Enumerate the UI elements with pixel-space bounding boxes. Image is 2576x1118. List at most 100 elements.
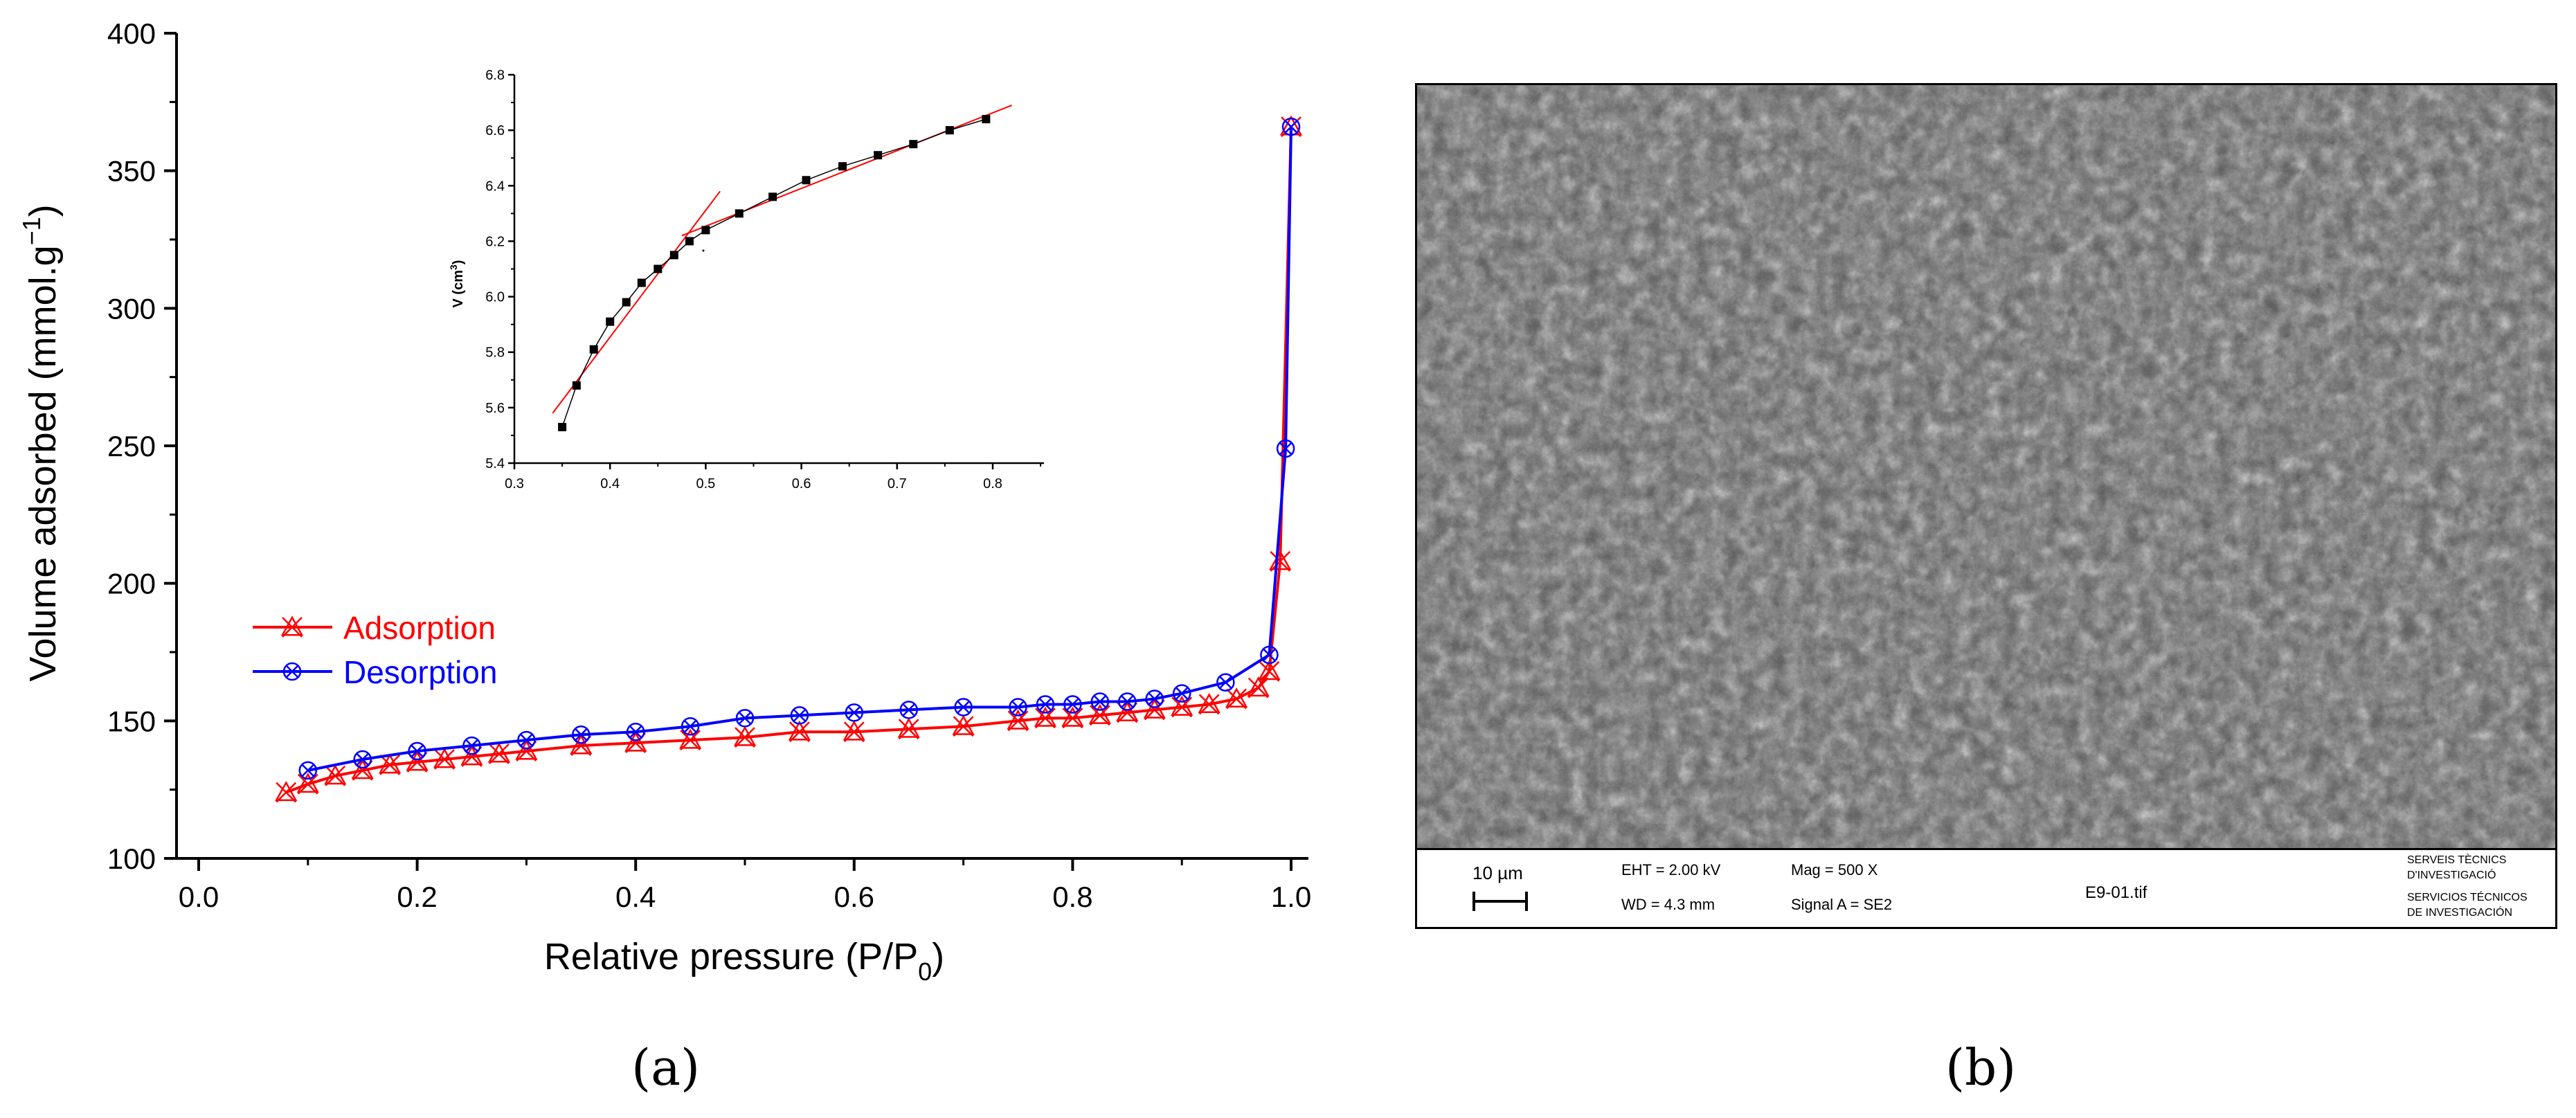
scale-bar-label: 10 µm: [1472, 863, 1523, 883]
adsorption-point: [1116, 701, 1139, 721]
panel-a-label: (a): [631, 1038, 701, 1097]
inset-data-point: [669, 251, 678, 260]
y-tick-label: 350: [107, 155, 156, 188]
adsorption-point-cross: [1007, 710, 1029, 732]
adsorption-point-cross: [1248, 677, 1269, 698]
inset-y-tick-label: 6.6: [485, 123, 505, 138]
sem-eht: EHT = 2.00 kV: [1621, 861, 1721, 878]
legend-symbol-desorption: [282, 662, 302, 681]
desorption-point: [1216, 673, 1235, 692]
desorption-point-cross: [1011, 700, 1025, 714]
main-isotherm-chart: 0.0 0.2 0.4 0.6 0.8 1.0100150200250300350400 …: [17, 17, 1311, 986]
legend-marker-adsorption: [280, 615, 304, 638]
adsorption-point: [296, 773, 319, 793]
adsorption-point: [324, 764, 347, 785]
inset-data-point: [606, 317, 615, 326]
sem-micrograph-panel: 10 µm EHT = 2.00 kV WD = 4.3 mm Mag = 50…: [1415, 83, 2557, 929]
inset-data-point: [768, 192, 777, 201]
legend-marker-desorption: [282, 662, 302, 681]
x-axis-title: Relative pressure (P/P0): [544, 936, 944, 986]
legend-symbol-adsorption-cross: [282, 617, 303, 638]
panel-b-label: (b): [1945, 1038, 2017, 1097]
sem-org-line3: SERVICIOS TÉCNICOS: [2407, 892, 2528, 903]
adsorption-point-cross: [1226, 688, 1247, 710]
y-tick-label: 300: [107, 292, 156, 325]
desorption-point-cross: [793, 708, 807, 722]
desorption-point: [408, 741, 426, 761]
desorption-point: [517, 730, 536, 750]
legend-item-adsorption: Adsorption: [253, 610, 496, 646]
desorption-point: [1281, 117, 1301, 136]
adsorption-point-cross: [1062, 707, 1083, 729]
inset-x-tick-label: 0.4: [600, 476, 620, 492]
sem-wd: WD = 4.3 mm: [1621, 896, 1715, 913]
adsorption-point-cross: [276, 782, 297, 803]
desorption-point-cross: [1218, 676, 1232, 689]
sem-micrograph: [1417, 85, 2555, 848]
y-axis-title: Volume adsorbed (mmol.g−1): [17, 204, 64, 681]
adsorption-point: [1143, 698, 1166, 719]
x-tick-label: 0.0: [179, 881, 219, 913]
inset-x-tick-label: 0.6: [792, 476, 811, 492]
adsorption-point-cross: [434, 749, 455, 770]
adsorption-point-cross: [325, 765, 346, 786]
inset-x-tick-label: 0.3: [505, 476, 524, 492]
desorption-point: [1145, 689, 1164, 708]
adsorption-point: [570, 734, 593, 755]
adsorption-point-cross: [297, 773, 318, 795]
inset-data-point: [654, 264, 663, 273]
inset-data-point: [838, 162, 847, 171]
desorption-point-cross: [847, 705, 861, 719]
desorption-point: [1090, 692, 1110, 711]
desorption-point: [1260, 645, 1279, 665]
x-tick-label: 1.0: [1271, 881, 1311, 913]
sem-texture: [1417, 85, 2555, 848]
inset-y-tick-label: 6.8: [485, 68, 505, 83]
desorption-point-cross: [411, 744, 424, 758]
sem-org-line4: DE INVESTIGACIÓN: [2407, 907, 2513, 919]
inset-y-tick-label: 6.4: [485, 179, 505, 194]
adsorption-point: [487, 742, 511, 763]
inset-data-point: [685, 237, 694, 246]
inset-data-point: [982, 115, 991, 124]
adsorption-point: [1258, 660, 1281, 680]
desorption-point: [790, 706, 809, 725]
inset-y-tick-label: 5.4: [485, 456, 505, 471]
inset-data-line: [561, 118, 987, 428]
inset-y-axis-title: V (cm3): [448, 260, 466, 308]
adsorption-point-cross: [735, 727, 755, 748]
desorption-point-cross: [301, 764, 315, 777]
x-tick-label: 0.4: [615, 881, 656, 913]
inset-data-point: [735, 209, 744, 218]
adsorption-point: [351, 759, 374, 779]
desorption-point: [845, 703, 864, 722]
desorption-point: [735, 709, 755, 728]
adsorption-point: [897, 717, 920, 738]
adsorption-point-cross: [1035, 707, 1056, 729]
inset-data-point: [637, 278, 646, 287]
desorption-point-cross: [1065, 697, 1079, 712]
adsorption-point: [678, 728, 702, 749]
desorption-point-cross: [1175, 687, 1189, 701]
y-tick-label: 200: [107, 568, 156, 600]
adsorption-point: [433, 748, 456, 768]
adsorption-point-cross: [680, 730, 701, 751]
adsorption-point: [406, 750, 429, 771]
adsorption-point-cross: [1089, 705, 1110, 726]
inset-data-point: [874, 151, 883, 160]
desorption-point-cross: [738, 711, 752, 725]
sem-signal: Signal A = SE2: [1791, 896, 1893, 913]
desorption-point-cross: [957, 700, 971, 714]
adsorption-point: [1269, 550, 1292, 570]
desorption-point: [1118, 692, 1137, 711]
y-tick-label: 250: [107, 430, 156, 462]
desorption-point: [954, 698, 973, 716]
desorption-point: [1063, 695, 1082, 714]
adsorption-point: [1247, 676, 1270, 697]
inset-data-point: [701, 226, 710, 235]
desorption-point-cross: [1284, 120, 1298, 134]
x-tick-label: 0.8: [1052, 881, 1092, 913]
inset-x-tick-label: 0.7: [888, 476, 907, 492]
inset-data-point: [589, 345, 598, 354]
adsorption-point: [1007, 709, 1029, 730]
